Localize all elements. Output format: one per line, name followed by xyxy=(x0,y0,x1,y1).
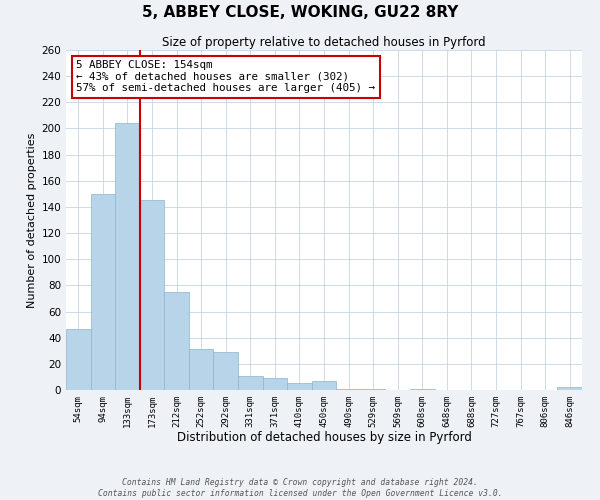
Y-axis label: Number of detached properties: Number of detached properties xyxy=(27,132,37,308)
Bar xyxy=(361,388,385,390)
Text: Contains HM Land Registry data © Crown copyright and database right 2024.
Contai: Contains HM Land Registry data © Crown c… xyxy=(98,478,502,498)
X-axis label: Distribution of detached houses by size in Pyrford: Distribution of detached houses by size … xyxy=(176,432,472,444)
Bar xyxy=(140,200,164,390)
Bar xyxy=(189,350,214,390)
Bar xyxy=(312,381,336,390)
Bar xyxy=(410,388,434,390)
Bar xyxy=(115,123,140,390)
Bar xyxy=(263,378,287,390)
Bar xyxy=(91,194,115,390)
Bar xyxy=(557,388,582,390)
Text: 5, ABBEY CLOSE, WOKING, GU22 8RY: 5, ABBEY CLOSE, WOKING, GU22 8RY xyxy=(142,5,458,20)
Bar xyxy=(164,292,189,390)
Bar xyxy=(66,328,91,390)
Bar xyxy=(287,384,312,390)
Title: Size of property relative to detached houses in Pyrford: Size of property relative to detached ho… xyxy=(162,36,486,49)
Bar xyxy=(238,376,263,390)
Text: 5 ABBEY CLOSE: 154sqm
← 43% of detached houses are smaller (302)
57% of semi-det: 5 ABBEY CLOSE: 154sqm ← 43% of detached … xyxy=(76,60,376,94)
Bar xyxy=(214,352,238,390)
Bar xyxy=(336,388,361,390)
